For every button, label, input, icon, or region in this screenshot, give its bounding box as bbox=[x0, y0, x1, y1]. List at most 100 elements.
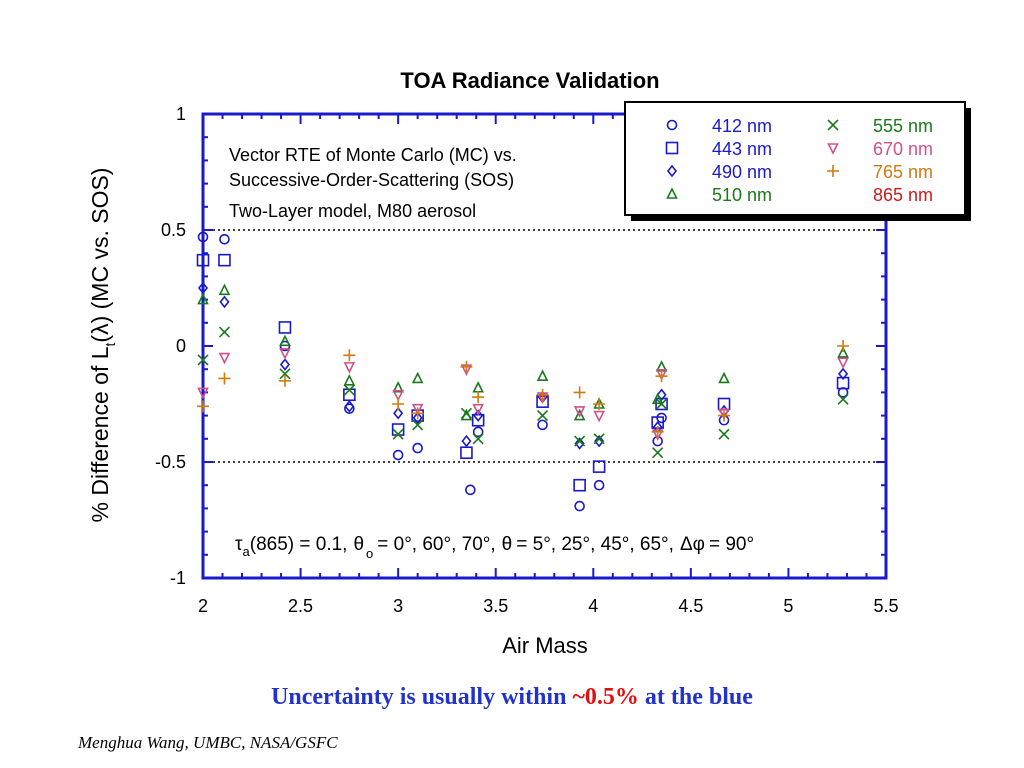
tau-symbol: τ bbox=[235, 534, 243, 555]
caption-text: Uncertainty is usually within bbox=[271, 684, 573, 710]
point-670-nm bbox=[655, 369, 668, 381]
legend-label: 670 nm bbox=[873, 139, 933, 159]
x-tick-label: 3.5 bbox=[483, 596, 508, 616]
chart-title: TOA Radiance Validation bbox=[400, 68, 659, 93]
point-765-nm bbox=[536, 388, 549, 401]
point-510-nm bbox=[472, 380, 484, 393]
point-555-nm bbox=[412, 419, 424, 431]
x-tick-label: 5 bbox=[783, 596, 793, 616]
point-670-nm bbox=[392, 389, 404, 402]
point-765-nm bbox=[197, 400, 209, 413]
point-555-nm bbox=[837, 393, 849, 405]
point-510-nm bbox=[197, 292, 209, 305]
caption-text-end: at the blue bbox=[638, 684, 753, 710]
x-tick-label: 2 bbox=[198, 596, 208, 616]
point-555-nm bbox=[343, 384, 355, 396]
dphi-value: = 90° bbox=[709, 534, 754, 555]
point-765-nm bbox=[218, 372, 231, 385]
point-412-nm bbox=[219, 233, 230, 245]
point-443-nm bbox=[460, 446, 473, 460]
point-765-nm bbox=[278, 374, 291, 387]
y-axis-label-suffix: (MC vs. SOS) bbox=[87, 168, 113, 316]
point-443-nm bbox=[573, 478, 586, 492]
point-412-nm bbox=[593, 479, 605, 491]
point-510-nm bbox=[392, 380, 404, 393]
theta0-symbol: θ bbox=[353, 534, 364, 555]
point-765-nm bbox=[718, 409, 731, 422]
tick-labels: 2 2.5 3 3.5 4 4.5 5 5.5 1 0.5 0 -0.5 -1 bbox=[155, 104, 899, 616]
point-765-nm bbox=[573, 386, 586, 399]
legend-marker bbox=[666, 187, 678, 199]
axis-ticks bbox=[202, 113, 887, 579]
x-tick-label: 4.5 bbox=[678, 596, 703, 616]
x-tick-label: 5.5 bbox=[873, 596, 898, 616]
point-555-nm bbox=[218, 326, 231, 338]
point-555-nm bbox=[392, 428, 404, 440]
point-670-nm bbox=[343, 362, 356, 374]
legend-label: 412 nm bbox=[712, 116, 772, 136]
legend-marker bbox=[666, 164, 678, 178]
annotation-line-3: Two-Layer model, M80 aerosol bbox=[229, 201, 476, 221]
legend-marker bbox=[665, 141, 679, 155]
point-510-nm bbox=[343, 374, 356, 386]
point-490-nm bbox=[279, 358, 290, 371]
y-axis-label-subscript: t bbox=[102, 342, 118, 346]
point-412-nm bbox=[392, 449, 404, 461]
theta-values: = 5°, 25°, 45°, 65°, bbox=[516, 534, 674, 555]
point-555-nm bbox=[472, 433, 484, 445]
reference-lines bbox=[203, 229, 886, 463]
dphi-symbol: Δφ bbox=[680, 534, 705, 555]
point-670-nm bbox=[718, 408, 730, 421]
point-412-nm bbox=[197, 231, 209, 243]
point-412-nm bbox=[465, 484, 476, 496]
x-tick-label: 2.5 bbox=[288, 596, 313, 616]
point-555-nm bbox=[718, 428, 730, 440]
point-555-nm bbox=[574, 435, 586, 447]
point-670-nm bbox=[197, 387, 209, 400]
legend-label: 865 nm bbox=[873, 185, 933, 205]
point-490-nm bbox=[412, 411, 423, 425]
point-765-nm bbox=[392, 398, 405, 410]
x-axis-label: Air Mass bbox=[502, 633, 588, 658]
point-670-nm bbox=[472, 403, 484, 416]
y-axis-label: % Difference of Lt(λ) (MC vs. SOS) bbox=[87, 168, 118, 523]
theta0-subscript: o bbox=[366, 546, 373, 561]
point-670-nm bbox=[218, 352, 231, 365]
legend-label: 490 nm bbox=[712, 162, 772, 182]
point-412-nm bbox=[537, 419, 548, 431]
point-490-nm bbox=[838, 367, 849, 381]
point-510-nm bbox=[411, 371, 424, 384]
y-tick-label: 0 bbox=[176, 336, 186, 356]
y-tick-label: 0.5 bbox=[161, 220, 186, 240]
point-412-nm bbox=[344, 403, 355, 414]
point-490-nm bbox=[656, 388, 667, 402]
point-490-nm bbox=[574, 437, 585, 450]
x-tick-label: 3 bbox=[393, 596, 403, 616]
point-765-nm bbox=[651, 425, 664, 438]
point-443-nm bbox=[592, 460, 606, 473]
point-490-nm bbox=[461, 434, 472, 448]
tau-value: (865) = 0.1, bbox=[250, 534, 348, 555]
legend-label: 555 nm bbox=[873, 116, 933, 136]
legend-box bbox=[624, 101, 966, 216]
legend-label: 443 nm bbox=[712, 139, 772, 159]
point-443-nm bbox=[196, 253, 210, 267]
point-510-nm bbox=[460, 408, 473, 421]
point-510-nm bbox=[651, 392, 664, 405]
legend-marker bbox=[666, 119, 678, 131]
point-412-nm bbox=[472, 426, 484, 438]
point-555-nm bbox=[279, 368, 291, 380]
point-765-nm bbox=[343, 349, 356, 362]
theta0-values: = 0°, 60°, 70°, bbox=[377, 534, 495, 555]
point-765-nm bbox=[411, 407, 424, 420]
point-490-nm bbox=[393, 406, 404, 420]
annotation-block: Vector RTE of Monte Carlo (MC) vs. Succe… bbox=[229, 145, 517, 221]
caption-highlight: ~0.5% bbox=[572, 684, 639, 710]
author-credit: Menghua Wang, UMBC, NASA/GSFC bbox=[78, 733, 338, 752]
point-490-nm bbox=[594, 434, 605, 448]
point-670-nm bbox=[573, 406, 586, 418]
y-tick-label: -0.5 bbox=[155, 452, 186, 472]
annotation-line-2: Successive-Order-Scattering (SOS) bbox=[229, 170, 514, 190]
point-490-nm bbox=[219, 295, 230, 309]
